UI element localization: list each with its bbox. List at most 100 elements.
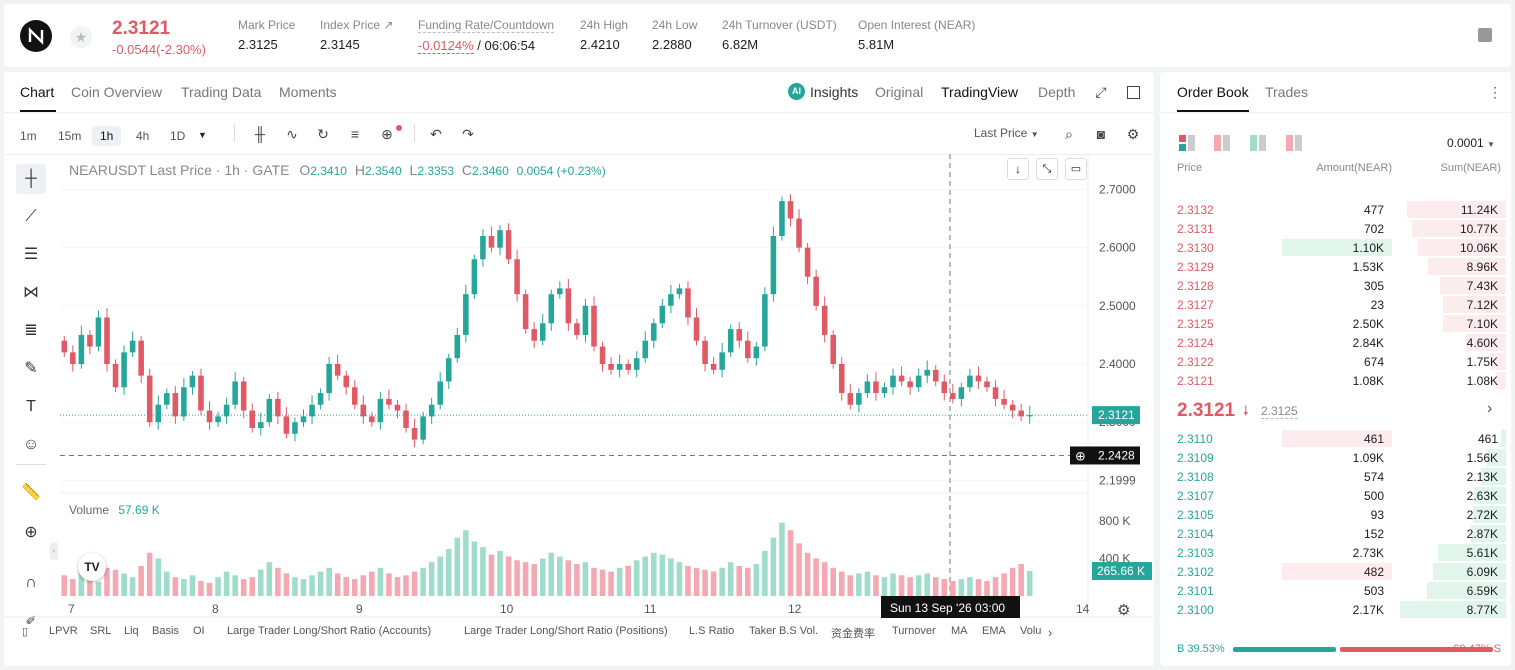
volume-bar — [881, 577, 888, 596]
indicator-ma[interactable]: MA — [951, 625, 968, 637]
ruler-icon[interactable]: 📏 — [21, 484, 41, 501]
tab-moments[interactable]: Moments — [279, 84, 337, 100]
fib-icon[interactable]: ≣ — [24, 322, 38, 339]
tab-trades[interactable]: Trades — [1265, 84, 1309, 100]
buy-ratio: B 39.53% — [1177, 643, 1225, 655]
indicator-srl[interactable]: SRL — [90, 625, 112, 637]
book-icon[interactable] — [1478, 28, 1492, 42]
view-asks-icon[interactable] — [1214, 135, 1230, 151]
indicator-funding[interactable]: 资金费率 — [831, 628, 875, 640]
view-asks-alt-icon[interactable] — [1286, 135, 1302, 151]
tab-coin-overview[interactable]: Coin Overview — [71, 84, 163, 100]
ask-row[interactable]: 2.3121 1.08K 1.08K — [1160, 371, 1511, 390]
ask-row[interactable]: 2.3131 702 10.77K — [1160, 219, 1511, 238]
templates-icon[interactable]: ≡ — [350, 126, 360, 142]
tf-15m[interactable]: 15m — [58, 129, 82, 143]
brush-icon[interactable]: ✎ — [24, 360, 38, 377]
view-tradingview[interactable]: TradingView — [941, 84, 1019, 100]
indicator-taker-vol[interactable]: Taker B.S Vol. — [749, 625, 819, 637]
trend-line-icon[interactable]: ⟋ — [25, 208, 37, 225]
search-icon[interactable]: ⌕ — [1065, 126, 1073, 142]
indicator-oi[interactable]: OI — [193, 625, 205, 637]
bid-row[interactable]: 2.3101 503 6.59K — [1160, 581, 1511, 600]
add-indicator-icon[interactable]: ⊕ — [381, 126, 393, 142]
chevron-right-icon[interactable]: › — [1487, 400, 1493, 417]
price-type-select[interactable]: Last Price ▼ — [974, 126, 1039, 140]
indicator-ls-accounts[interactable]: Large Trader Long/Short Ratio (Accounts) — [227, 625, 432, 637]
indicator-ls-positions[interactable]: Large Trader Long/Short Ratio (Positions… — [464, 625, 668, 637]
tf-1h[interactable]: 1h — [92, 126, 122, 146]
ask-row[interactable]: 2.3127 23 7.12K — [1160, 295, 1511, 314]
bid-row[interactable]: 2.3103 2.73K 5.61K — [1160, 543, 1511, 562]
arrow-down-icon[interactable]: ↓ — [1007, 158, 1029, 180]
time-axis-label: 8 — [212, 602, 219, 616]
price-chart[interactable]: 2.70002.60002.50002.40002.30002.19992.31… — [4, 72, 1154, 666]
indicator-basis[interactable]: Basis — [152, 625, 179, 637]
bid-row[interactable]: 2.3104 152 2.87K — [1160, 524, 1511, 543]
pencil-icon[interactable]: ✐ — [25, 613, 37, 628]
more-options-icon[interactable]: ⋮ — [1488, 84, 1502, 100]
view-depth[interactable]: Depth — [1038, 84, 1076, 100]
view-bids-icon[interactable] — [1250, 135, 1266, 151]
stat-funding-rate[interactable]: Funding Rate/Countdown -0.0124% / 06:06:… — [418, 18, 555, 54]
ask-row[interactable]: 2.3125 2.50K 7.10K — [1160, 314, 1511, 333]
favorite-star-icon[interactable]: ★ — [70, 26, 92, 48]
tab-chart[interactable]: Chart — [20, 84, 55, 100]
view-original[interactable]: Original — [875, 84, 924, 100]
emoji-icon[interactable]: ☺ — [22, 436, 40, 453]
settings-gear-icon[interactable]: ⚙ — [1126, 126, 1140, 142]
indicator-lpvr[interactable]: LPVR — [49, 625, 78, 637]
bid-row[interactable]: 2.3100 2.17K 8.77K — [1160, 600, 1511, 619]
ask-row[interactable]: 2.3130 1.10K 10.06K — [1160, 238, 1511, 257]
tf-1d[interactable]: 1D — [170, 129, 186, 143]
zoom-in-icon[interactable]: ⊕ — [24, 524, 38, 541]
bid-row[interactable]: 2.3108 574 2.13K — [1160, 467, 1511, 486]
crosshair-tool-icon[interactable]: ┼ — [16, 164, 46, 194]
indicator-volume[interactable]: Volu — [1020, 625, 1042, 637]
indicators-icon[interactable]: ∿ — [286, 126, 298, 142]
redo-icon[interactable]: ↷ — [462, 126, 474, 142]
chevron-down-icon[interactable]: ▼ — [198, 130, 207, 140]
undo-icon[interactable]: ↶ — [430, 126, 442, 142]
ask-row[interactable]: 2.3122 674 1.75K — [1160, 352, 1511, 371]
stat-index-price[interactable]: Index Price ↗ 2.3145 — [320, 18, 394, 52]
bid-row[interactable]: 2.3107 500 2.63K — [1160, 486, 1511, 505]
candle-type-icon[interactable]: ╫ — [255, 126, 265, 142]
camera-icon[interactable]: ◙ — [1096, 126, 1106, 142]
tf-4h[interactable]: 4h — [136, 129, 150, 143]
ask-row[interactable]: 2.3132 477 11.24K — [1160, 200, 1511, 219]
text-tool-icon[interactable]: T — [26, 398, 36, 415]
collapse-left-icon[interactable]: ‹ — [50, 542, 58, 560]
window-icon[interactable] — [1127, 86, 1140, 99]
ask-row[interactable]: 2.3128 305 7.43K — [1160, 276, 1511, 295]
precision-select[interactable]: 0.0001 ▼ — [1447, 136, 1495, 150]
bid-row[interactable]: 2.3105 93 2.72K — [1160, 505, 1511, 524]
bid-row[interactable]: 2.3109 1.09K 1.56K — [1160, 448, 1511, 467]
expand-icon[interactable]: ⤢ — [1095, 84, 1107, 100]
volume-tag — [1092, 562, 1152, 581]
replay-icon[interactable]: ↻ — [317, 126, 329, 142]
indicator-liq[interactable]: Liq — [124, 625, 139, 637]
order-amount: 93 — [1370, 508, 1384, 522]
ask-row[interactable]: 2.3124 2.84K 4.60K — [1160, 333, 1511, 352]
volume-bar — [616, 567, 623, 596]
indicator-ema[interactable]: EMA — [982, 625, 1006, 637]
tab-trading-data[interactable]: Trading Data — [181, 84, 262, 100]
tab-order-book[interactable]: Order Book — [1177, 84, 1249, 100]
view-both-icon[interactable] — [1179, 135, 1195, 151]
insights-button[interactable]: Insights — [810, 84, 859, 100]
tf-1m[interactable]: 1m — [20, 129, 37, 143]
ask-row[interactable]: 2.3129 1.53K 8.96K — [1160, 257, 1511, 276]
indicator-ls-ratio[interactable]: L.S Ratio — [689, 625, 735, 637]
candle-body — [616, 364, 623, 370]
pattern-icon[interactable]: ⋈ — [23, 284, 39, 301]
bid-row[interactable]: 2.3110 461 461 — [1160, 429, 1511, 448]
collapse-icon[interactable]: ⤡ — [1036, 158, 1058, 180]
chevron-right-icon[interactable]: › — [1048, 625, 1053, 640]
fullscreen-icon[interactable]: ▭ — [1065, 158, 1087, 180]
parallel-lines-icon[interactable]: ☰ — [23, 246, 39, 263]
indicator-toggle-icon[interactable]: ▯ — [22, 626, 29, 638]
bid-row[interactable]: 2.3102 482 6.09K — [1160, 562, 1511, 581]
magnet-icon[interactable]: ∩ — [25, 574, 37, 591]
indicator-turnover[interactable]: Turnover — [892, 625, 936, 637]
